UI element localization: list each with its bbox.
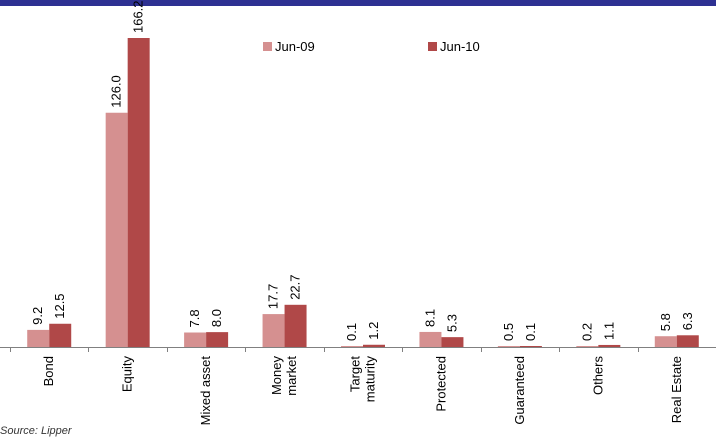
x-tick-label-others: Others (590, 356, 605, 396)
data-label-jun-09-bond: 9.2 (30, 307, 45, 325)
data-label-jun-10-target-maturity: 1.2 (366, 322, 381, 340)
bar-jun-10-bond (49, 323, 72, 347)
x-tick-label-money-market-line-1: Money (269, 356, 284, 396)
data-label-jun-10-mixed-asset: 8.0 (209, 309, 224, 327)
bar-jun-09-money-market (262, 314, 285, 347)
chart-legend: Jun-09 Jun-10 (0, 39, 716, 55)
bar-jun-09-equity (105, 112, 128, 347)
bar-jun-10-real-estate (676, 335, 699, 347)
data-label-jun-10-others: 1.1 (601, 322, 616, 340)
bar-jun-10-money-market (284, 304, 307, 347)
bar-jun-09-mixed-asset (184, 332, 207, 347)
data-label-jun-09-mixed-asset: 7.8 (187, 309, 202, 327)
bar-jun-10-target-maturity (363, 344, 385, 347)
bar-jun-09-protected (419, 331, 442, 347)
data-label-jun-10-money-market: 22.7 (288, 274, 303, 299)
legend-label-jun-10: Jun-10 (440, 39, 480, 54)
x-tick-label-money-market-line-2: market (284, 356, 299, 396)
data-label-jun-10-real-estate: 6.3 (680, 312, 695, 330)
legend-label-jun-09: Jun-09 (275, 39, 315, 54)
x-tick-label-guaranteed: Guaranteed (512, 356, 527, 425)
bar-jun-09-target-maturity (341, 346, 363, 347)
bar-jun-10-mixed-asset (206, 332, 229, 347)
data-label-jun-09-protected: 8.1 (422, 309, 437, 327)
x-tick-label-protected: Protected (433, 356, 448, 412)
bar-jun-10-protected (441, 337, 464, 347)
x-tick-label-mixed-asset: Mixed asset (198, 356, 213, 426)
header-bar (0, 0, 716, 6)
legend-swatch-jun-09 (263, 42, 272, 51)
x-tick-label-real-estate: Real Estate (669, 356, 684, 423)
data-label-jun-09-real-estate: 5.8 (658, 313, 673, 331)
data-label-jun-09-money-market: 17.7 (266, 284, 281, 309)
data-label-jun-10-bond: 12.5 (52, 293, 67, 318)
x-tick-label-equity: Equity (120, 356, 135, 393)
bar-jun-09-guaranteed (497, 346, 520, 347)
data-label-jun-09-others: 0.2 (579, 323, 594, 341)
legend-item-jun-10: Jun-10 (428, 39, 480, 54)
x-tick-label-target-maturity-line-2: maturity (363, 356, 378, 403)
legend-swatch-jun-10 (428, 42, 437, 51)
source-note: Source: Lipper (0, 425, 72, 437)
data-label-jun-10-equity: 166.2 (131, 0, 146, 33)
bar-jun-09-others (576, 346, 599, 347)
bar-jun-10-guaranteed (519, 346, 542, 347)
x-tick-label-target-maturity-line-1: Target (348, 356, 363, 393)
data-label-jun-10-protected: 5.3 (444, 314, 459, 332)
data-label-jun-09-equity: 126.0 (109, 75, 124, 108)
bar-jun-09-real-estate (654, 336, 677, 347)
bar-jun-09-bond (27, 329, 50, 347)
data-label-jun-10-guaranteed: 0.1 (523, 323, 538, 341)
legend-item-jun-09: Jun-09 (263, 39, 315, 54)
data-label-jun-09-target-maturity: 0.1 (344, 323, 359, 341)
data-label-jun-09-guaranteed: 0.5 (501, 323, 516, 341)
bar-jun-10-others (598, 344, 621, 347)
bar-jun-10-equity (127, 38, 150, 347)
x-tick-label-bond: Bond (41, 356, 56, 386)
